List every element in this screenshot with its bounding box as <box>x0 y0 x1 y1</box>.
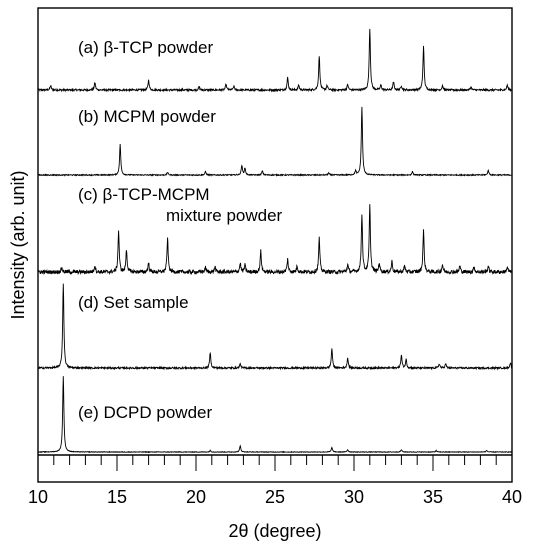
panel-label-b: (b) MCPM powder <box>78 107 216 126</box>
x-tick-label: 30 <box>344 487 364 507</box>
x-axis-label: 2θ (degree) <box>228 521 321 541</box>
panel-label-c: (c) β-TCP-MCPM <box>78 185 210 204</box>
spectrum-a <box>37 28 513 93</box>
panel-label-d: (d) Set sample <box>78 293 189 312</box>
x-tick-label: 35 <box>423 487 443 507</box>
plot-frame <box>37 7 513 483</box>
x-tick-label: 40 <box>502 487 522 507</box>
panel-label-e: (e) DCPD powder <box>78 403 212 422</box>
panel-label-c-line2: mixture powder <box>166 206 283 225</box>
x-tick-labels: 10 15 20 25 30 35 40 <box>28 487 522 507</box>
x-tick-label: 25 <box>265 487 285 507</box>
spectrum-e <box>37 376 513 454</box>
x-ticks <box>37 455 513 471</box>
spectrum-b <box>37 106 513 177</box>
y-axis-label: Intensity (arb. unit) <box>8 170 28 319</box>
spectrum-d <box>37 283 513 371</box>
x-tick-label: 10 <box>28 487 48 507</box>
spectrum-c <box>37 204 513 276</box>
panel-label-a: (a) β-TCP powder <box>78 38 213 57</box>
x-tick-label: 15 <box>107 487 127 507</box>
spectra-group <box>37 28 513 454</box>
x-tick-label: 20 <box>186 487 206 507</box>
